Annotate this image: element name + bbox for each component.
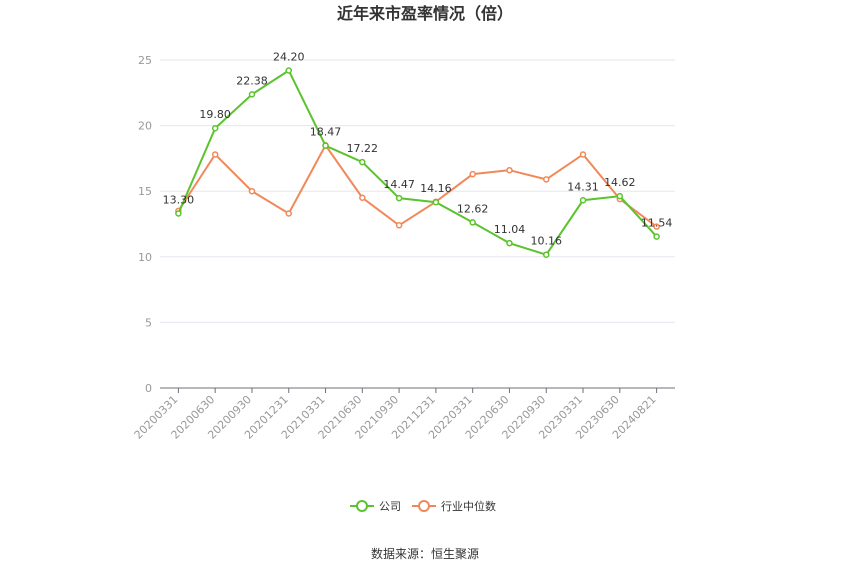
data-label: 18.47	[310, 126, 342, 139]
data-point[interactable]	[469, 219, 476, 226]
series-line-0	[177, 69, 658, 256]
data-point[interactable]	[395, 194, 403, 202]
data-label: 14.47	[383, 178, 415, 191]
legend-item-0[interactable]: 公司	[350, 500, 401, 513]
series-line-1	[177, 143, 658, 228]
data-label: 22.38	[236, 74, 268, 87]
y-tick-label: 20	[138, 120, 152, 133]
legend-item-1[interactable]: 行业中位数	[412, 499, 496, 513]
data-point[interactable]	[543, 251, 550, 258]
data-label: 17.22	[347, 142, 379, 155]
data-label: 12.62	[457, 202, 489, 215]
data-point[interactable]	[359, 158, 366, 166]
y-tick-label: 10	[138, 251, 152, 264]
legend-marker	[418, 500, 430, 512]
data-label: 14.31	[567, 180, 599, 193]
data-label: 11.04	[494, 223, 526, 236]
data-point[interactable]	[653, 223, 660, 230]
legend[interactable]: 公司 行业中位数	[350, 499, 496, 513]
data-point[interactable]	[616, 192, 624, 200]
data-label: 19.80	[199, 108, 231, 121]
y-tick-label: 5	[145, 316, 152, 329]
chart-title: 近年来市盈率情况（倍）	[337, 4, 513, 23]
data-label: 10.16	[531, 235, 563, 248]
data-point[interactable]	[579, 197, 587, 204]
data-label: 24.20	[273, 50, 305, 63]
data-point[interactable]	[506, 166, 513, 174]
y-tick-label: 25	[138, 54, 152, 67]
data-point[interactable]	[579, 151, 587, 158]
data-point[interactable]	[248, 91, 256, 98]
data-point[interactable]	[211, 124, 219, 132]
data-point[interactable]	[653, 233, 660, 240]
data-point[interactable]	[506, 239, 513, 247]
legend-label: 行业中位数	[441, 499, 496, 513]
series-group: 13.30 19.80 22.38 24.20 18.47 17.22 14.47 14.16…	[163, 50, 673, 258]
data-point[interactable]	[285, 210, 292, 217]
data-label: 11.54	[641, 217, 673, 230]
data-label: 14.62	[604, 176, 636, 189]
data-point[interactable]	[211, 151, 219, 158]
source-text: 数据来源：恒生聚源	[371, 546, 479, 561]
legend-marker	[356, 500, 368, 512]
data-label: 13.30	[163, 194, 195, 207]
data-point[interactable]	[248, 187, 256, 195]
data-point[interactable]	[469, 170, 476, 178]
data-point[interactable]	[285, 67, 292, 74]
data-point[interactable]	[543, 176, 550, 183]
data-point[interactable]	[175, 210, 182, 217]
y-tick-label: 0	[145, 382, 152, 395]
data-point[interactable]	[359, 194, 366, 202]
data-label: 14.16	[420, 182, 452, 195]
data-point[interactable]	[432, 198, 440, 206]
data-point[interactable]	[395, 222, 403, 229]
data-point[interactable]	[322, 142, 329, 149]
grid	[160, 59, 675, 323]
y-tick-label: 15	[138, 185, 152, 198]
legend-label: 公司	[379, 500, 401, 513]
